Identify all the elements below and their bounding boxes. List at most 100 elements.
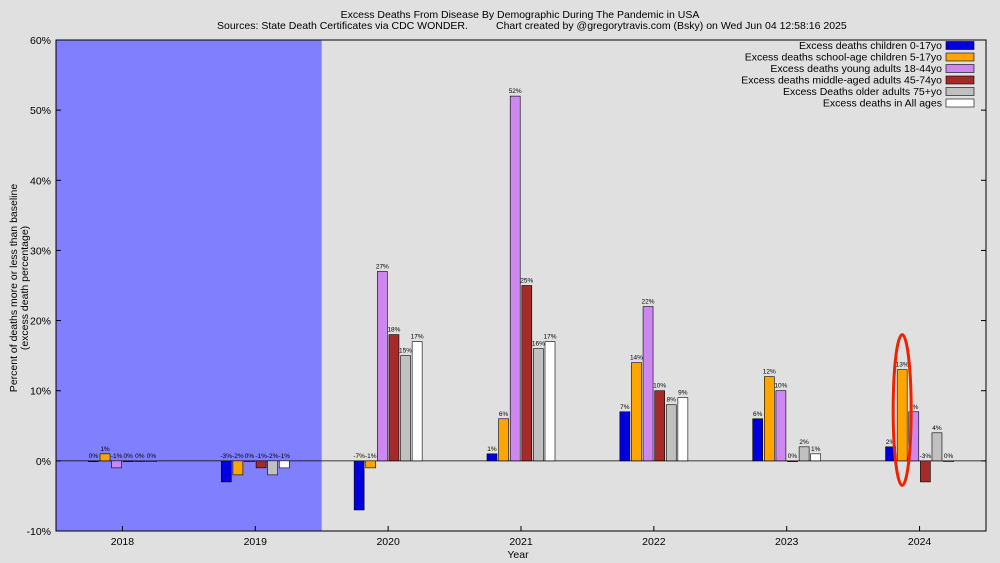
baseline-period-shading [56,40,322,531]
y-axis-label-line1: Percent of deaths more or less than base… [8,184,20,393]
y-tick-label: 10% [30,386,51,398]
bar-2018-series-5 [146,460,157,462]
annotation-ellipse [891,333,913,487]
bar-value-label: 0% [788,453,798,460]
bar-2019-series-4 [267,460,278,476]
bar-2018-series-3 [122,460,134,462]
legend-label: Excess deaths in All ages [823,98,942,110]
legend-swatch [945,75,975,85]
bar-value-label: 25% [520,278,533,285]
bar-value-label: 9% [678,390,688,397]
bar-2022-series-0 [619,411,631,462]
bar-value-label: 10% [774,383,787,390]
bar-value-label: 6% [499,411,509,418]
bar-2024-series-4 [931,432,943,462]
bar-value-label: 8% [667,397,677,404]
bar-2019-series-3 [255,460,267,469]
bar-value-label: 10% [653,383,666,390]
y-tick-label: 60% [30,35,51,47]
bar-value-label: -1% [255,453,267,460]
bar-2021-series-4 [533,348,544,462]
y-tick-label: 0% [36,456,51,468]
bar-value-label: 6% [753,411,763,418]
y-tick-label: 50% [30,105,51,117]
bar-value-label: 1% [100,446,110,453]
bar-2023-series-5 [810,453,822,462]
y-tick-label: 20% [30,316,51,328]
bar-2023-series-4 [798,446,810,462]
x-tick-label: 2018 [111,536,135,548]
bar-value-label: 0% [124,453,134,460]
bar-value-label: 0% [135,453,145,460]
bar-2018-series-1 [99,453,111,462]
bar-2018-series-4 [134,460,146,462]
bar-2022-series-2 [642,306,654,462]
y-tick-label: 30% [30,245,51,257]
bar-value-label: -3% [221,453,233,460]
bar-value-label: -2% [267,453,279,460]
legend-swatch [945,52,975,62]
bar-value-label: 1% [811,446,821,453]
bar-value-label: -1% [365,453,377,460]
bar-2018-series-0 [88,460,99,462]
bar-value-label: 12% [763,369,776,376]
legend-swatch [945,98,975,108]
chart-subtitle-credit: Chart created by @gregorytravis.com (Bsk… [496,20,847,32]
legend-swatch [945,87,975,96]
y-axis-label-line2: (excess death percentage) [19,226,31,350]
chart-subtitle-source: Sources: State Death Certificates via CD… [217,20,468,32]
bar-2020-series-5 [411,341,423,462]
x-tick-label: 2024 [908,536,932,548]
bar-2020-series-1 [365,460,377,469]
legend-swatch [945,64,975,73]
y-tick-label: 40% [30,175,51,187]
bar-2023-series-1 [764,376,775,462]
bar-2023-series-2 [775,390,787,462]
bar-value-label: 15% [399,348,412,355]
bar-2020-series-0 [353,460,365,511]
bar-2023-series-0 [752,418,764,462]
bar-value-label: 0% [245,453,255,460]
bar-value-label: 17% [411,334,424,341]
bar-2019-series-2 [244,460,255,462]
bar-value-label: 4% [932,425,942,432]
x-tick-label: 2022 [642,536,666,548]
bar-2024-series-1 [896,369,908,462]
bar-2020-series-2 [377,271,388,462]
bar-value-label: 0% [147,453,157,460]
bar-2021-series-3 [521,285,533,462]
bar-2021-series-5 [544,341,556,462]
legend-label: Excess deaths young adults 18-44yo [770,63,942,75]
bar-2023-series-3 [787,460,798,462]
bar-value-label: 16% [532,341,545,348]
x-tick-label: 2019 [244,536,268,548]
bar-value-label: 7% [909,404,919,411]
legend-label: Excess deaths middle-aged adults 45-74yo [741,75,942,87]
bar-value-label: 2% [886,439,896,446]
bar-value-label: 17% [543,334,556,341]
bar-value-label: 14% [630,355,643,362]
bar-2019-series-1 [232,460,244,476]
bar-2022-series-1 [631,362,642,462]
bar-value-label: 52% [509,88,522,95]
bar-value-label: 13% [896,362,909,369]
legend-label: Excess deaths school-age children 5-17yo [745,52,942,64]
bar-value-label: -7% [353,453,365,460]
bar-value-label: 0% [944,453,954,460]
bar-2022-series-4 [665,404,677,462]
bar-2020-series-4 [400,355,411,462]
bar-value-label: 0% [89,453,99,460]
y-tick-label: -10% [26,526,51,538]
bar-value-label: 18% [387,327,400,334]
bar-value-label: -3% [920,453,932,460]
legend-swatch [945,41,975,50]
bar-value-label: 2% [799,439,809,446]
bar-value-label: 22% [642,299,655,306]
bar-2018-series-2 [111,460,122,469]
bar-2021-series-0 [486,453,498,462]
bar-2021-series-2 [509,95,521,462]
bar-2020-series-3 [388,334,400,462]
x-axis-label: Year [507,549,529,561]
bar-value-label: -1% [279,453,291,460]
